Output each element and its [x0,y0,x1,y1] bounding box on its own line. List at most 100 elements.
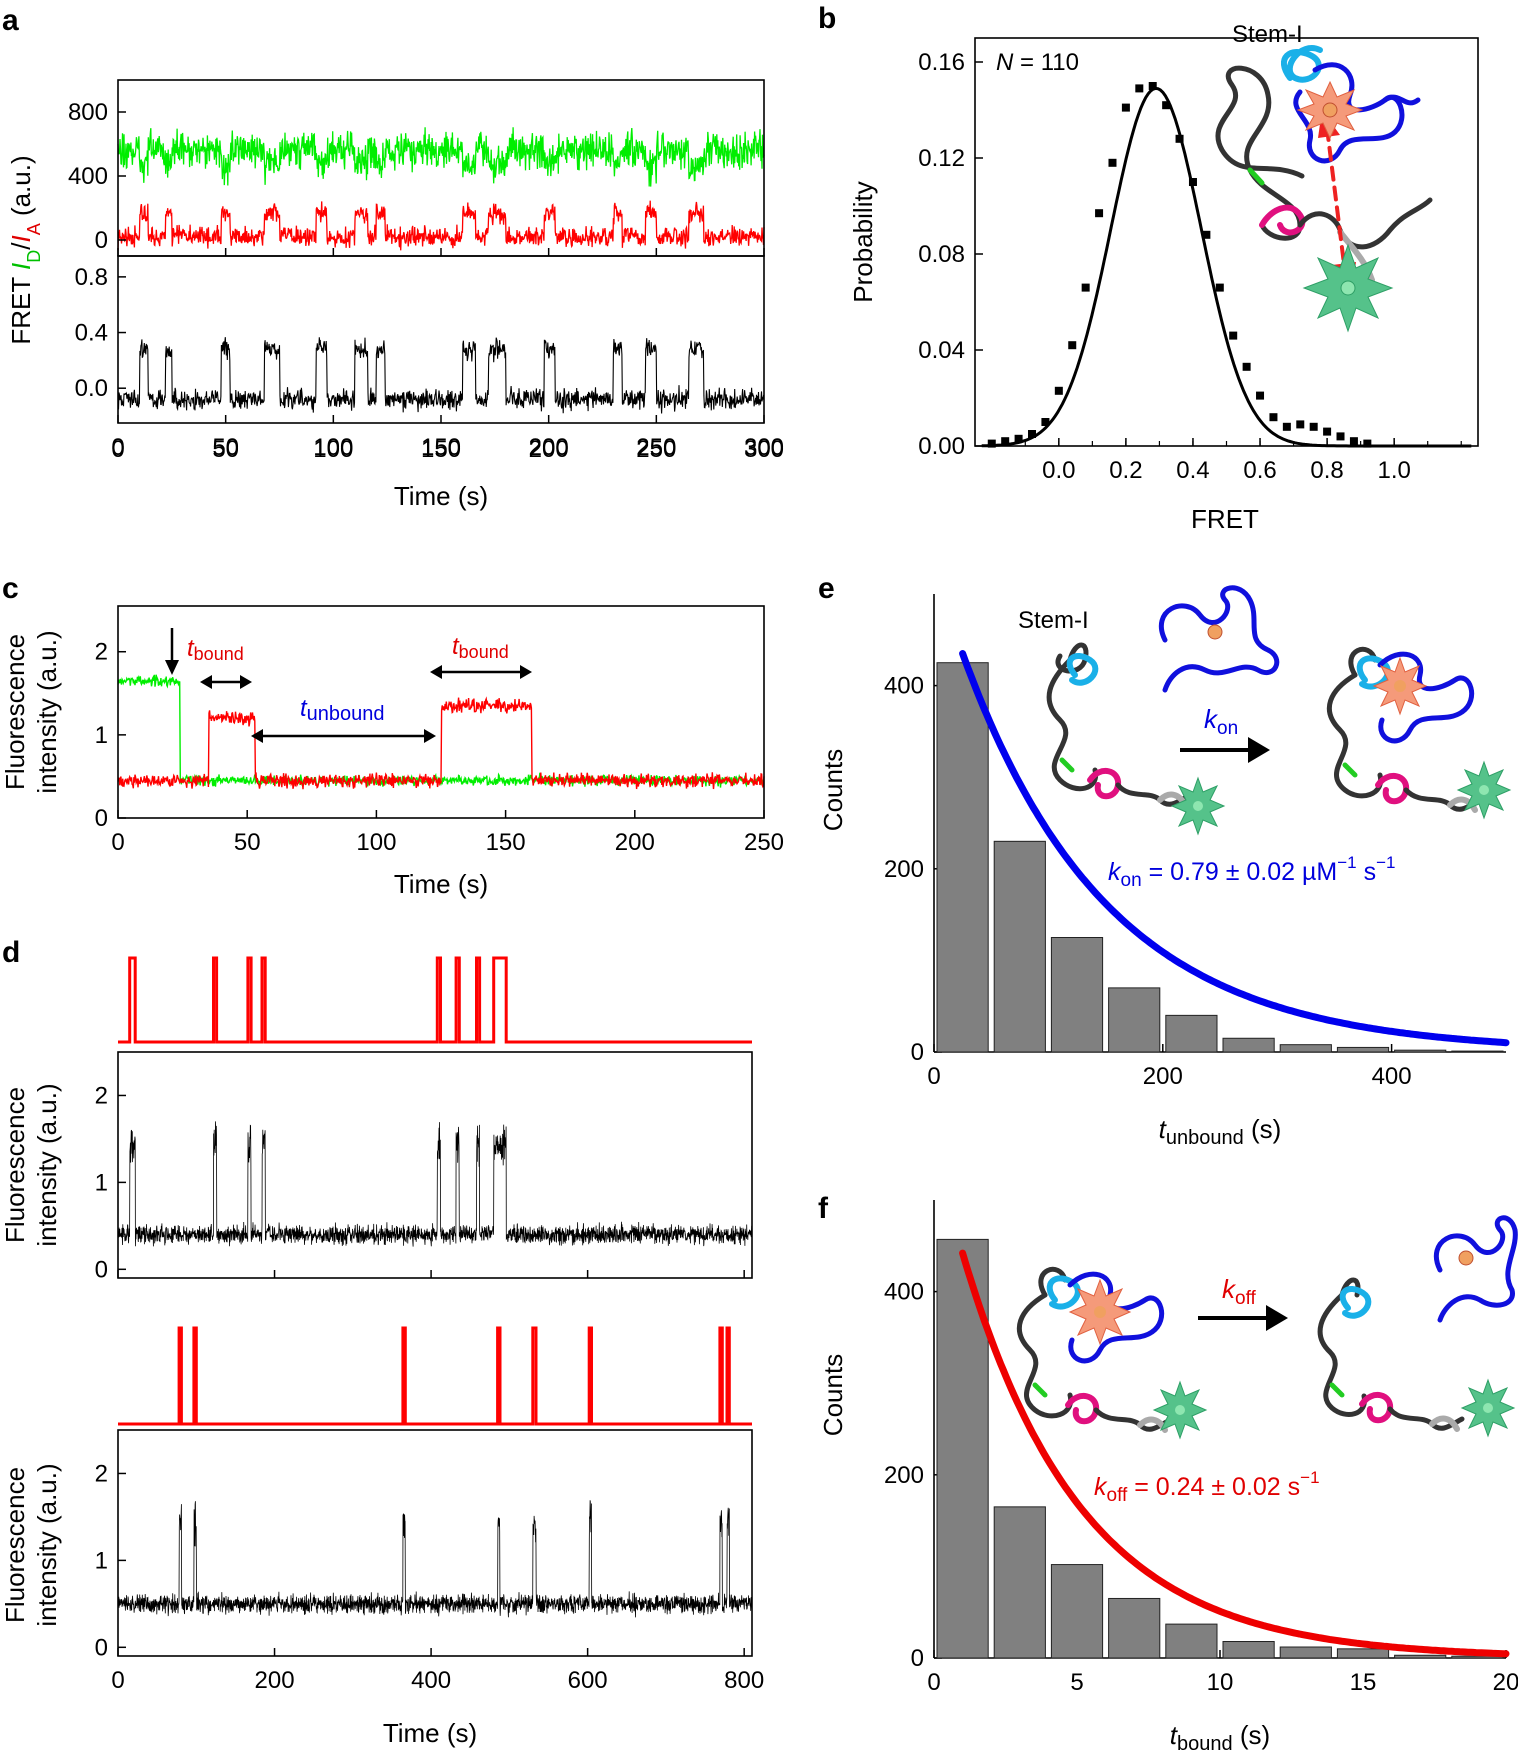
x-tick-label: 0.4 [1176,457,1209,484]
panel-f-arrow-k: k [1222,1274,1237,1304]
data-point [1309,422,1318,431]
histogram-bar [1279,1646,1332,1659]
x-tick-label: 100 [313,436,353,463]
histogram-bar [1222,1037,1275,1053]
x-tick-label: 0 [927,1063,940,1090]
y-tick-label: 1 [95,1547,108,1574]
y-tick-label: 0 [95,1634,108,1661]
y-tick-label: 0 [95,805,108,832]
data-point [987,439,996,448]
x-tick-label: 200 [615,829,655,856]
histogram-bar [1336,1046,1390,1053]
panel-f-arrow-k-sub: off [1235,1288,1257,1309]
x-tick-label: 50 [212,436,239,463]
panel-c-tunbound-label: tunbound [300,695,385,725]
x-tick-label: 50 [234,829,261,856]
data-point [1041,418,1050,426]
x-tick-label: 250 [744,829,784,856]
histogram-bar [1108,987,1161,1053]
histogram-bar [1050,937,1104,1053]
panel-c-y-axis-label-2: intensity (a.u.) [32,630,62,793]
panel-a-ylabel-fret: FRET [6,270,36,345]
x-tick-label: 0.0 [1042,457,1075,484]
data-point [1028,430,1037,438]
data-point [1256,391,1265,400]
panel-letter-c: c [2,572,19,605]
panel-b-plot: 0.0 0.2 0.4 0.6 0.8 1.0 0.00 0.04 0.08 0.12 0.16 [918,49,1472,484]
data-point [1229,331,1238,340]
y-tick-label: 1 [95,1169,108,1196]
histogram-bar [1451,1050,1504,1053]
panel-b-frame [974,37,1479,447]
x-tick-label: 5 [1070,1669,1083,1696]
data-point [1054,386,1063,395]
x-tick-label: 250 [636,436,676,463]
panel-e-x-axis-label: tunbound (s) [1159,1114,1282,1149]
panel-a-ylabel-i: I [6,263,36,270]
panel-e: 0 200 400 0 200 400 tunbound (s) Counts Stem-… [818,585,1512,1149]
panel-e-xlabel-unit: (s) [1244,1114,1282,1144]
histogram-bar [1394,1654,1447,1659]
panel-a-ylabel-d: D [24,250,44,263]
acceptor-trace [117,696,765,790]
panel-d: 0 1 2 Fluorescence intensity (a.u.) 0 200 40… [0,956,765,1748]
x-tick-label: 15 [1350,1669,1377,1696]
data-point [1001,437,1010,446]
y-tick-label: 0.16 [918,49,965,76]
y-tick-label: 0 [911,1039,924,1066]
panel-f-xlabel-sub: bound [1177,1733,1233,1753]
x-tick-label: 200 [529,434,569,461]
y-tick-label: 0.8 [75,264,108,291]
panel-e-acceptor-dot-complex [1394,680,1406,692]
panel-c-traces [117,674,765,790]
y-tick-label: 0.4 [75,320,108,347]
y-tick-label: 0 [95,227,108,254]
y-tick-label: 400 [884,1279,924,1306]
panel-b-rna-cartoon [1215,45,1433,290]
panel-f-y-axis-label: Counts [818,1354,848,1436]
panel-c-axes: 0 50 100 150 200 250 0 1 2 [95,639,784,856]
panel-letter-a: a [2,4,19,37]
panel-c-t-2: t [452,633,460,660]
x-tick-label: 0 [927,1669,940,1696]
x-tick-label: 600 [568,1667,608,1694]
x-tick-label: 100 [356,829,396,856]
panel-e-xlabel-sub: unbound [1166,1127,1244,1149]
panel-d-bottom-axes: 0 200 400 600 800 0 1 2 [95,1460,765,1694]
panel-c-t-1: t [187,635,195,662]
panel-c-x-axis-label: Time (s) [394,869,488,899]
panel-c-t-3: t [300,695,308,722]
panel-e-rate-label: kon = 0.79 ± 0.02 µM−1 s−1 [1108,853,1395,891]
panel-b-n-symbol: N [996,49,1014,76]
data-point [1202,230,1211,239]
panel-d-x-axis-label: Time (s) [383,1718,477,1748]
panel-e-kon-arrow-label: kon [1204,704,1238,739]
panel-c-tbound-label-1: tbound [187,635,244,664]
panel-e-inset-label: Stem-I [1018,607,1089,634]
panel-b-x-axis-label: FRET [1191,504,1259,534]
panel-f-k: k [1094,1473,1108,1501]
panel-f-sup: −1 [1300,1468,1319,1487]
panel-a-ylabel-unit: (a.u.) [6,155,36,223]
y-tick-label: 0 [95,1256,108,1283]
data-point [1296,420,1305,429]
x-tick-label: 100 [313,434,353,461]
data-point [1081,283,1090,292]
histogram-bar [936,662,989,1053]
y-tick-label: 0.08 [918,241,965,268]
y-tick-label: 400 [884,673,924,700]
panel-f-x-axis-label: tbound (s) [1170,1720,1270,1753]
panel-a-fret-trace [117,337,765,414]
panel-f-arrow-head [1266,1305,1288,1331]
panel-e-arrow-head [1248,737,1270,763]
panel-f-rate-label: koff = 0.24 ± 0.02 s−1 [1094,1468,1320,1506]
data-point [1108,158,1117,167]
panel-f-donor-dot-free [1483,1403,1493,1413]
data-point [1148,82,1157,90]
x-tick-label: 0 [111,436,124,463]
x-tick-label: 800 [724,1667,764,1694]
data-point [1282,422,1291,431]
y-tick-label: 2 [95,1082,108,1109]
